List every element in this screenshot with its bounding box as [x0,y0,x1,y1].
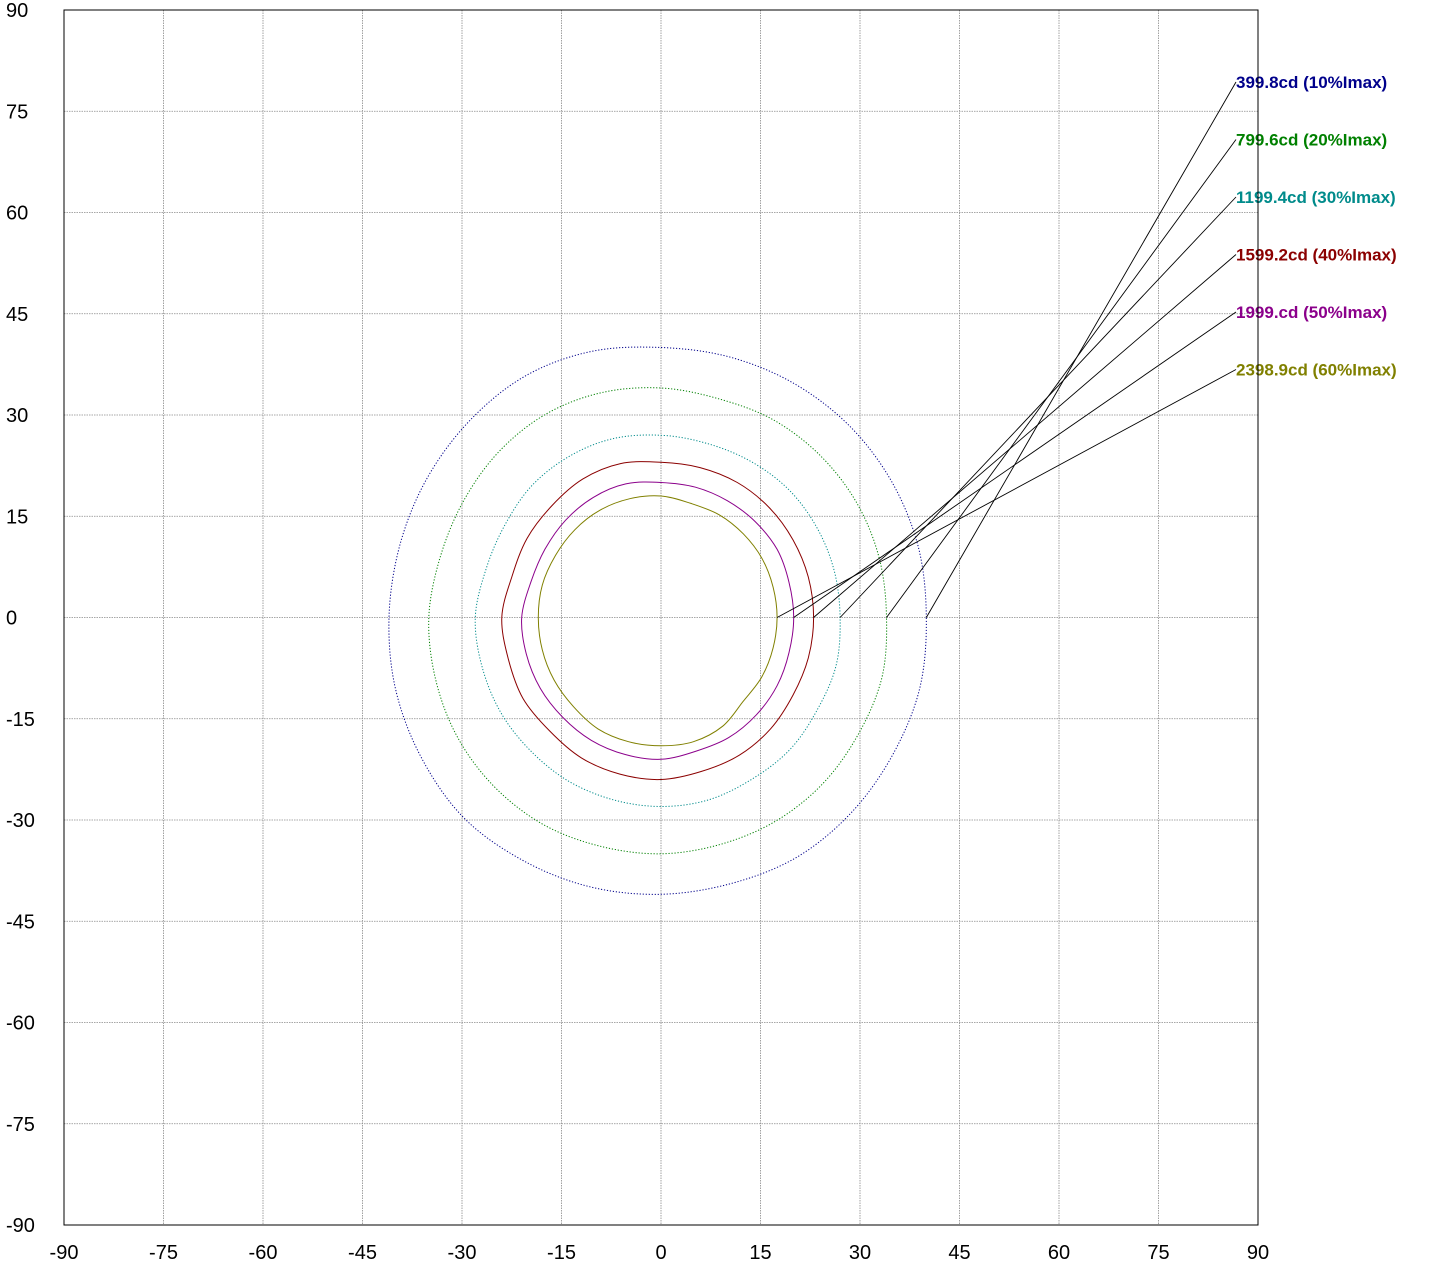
legend-label: 399.8cd (10%Imax) [1236,73,1387,92]
y-tick-label: 75 [6,101,28,123]
y-tick-label: 90 [6,0,28,22]
y-tick-label: -30 [6,810,35,832]
y-tick-label: -45 [6,911,35,933]
x-tick-label: -15 [547,1242,576,1264]
x-tick-label: 0 [655,1242,666,1264]
x-tick-label: 45 [948,1242,970,1264]
legend-label: 1599.2cd (40%Imax) [1236,246,1397,265]
y-tick-label: 45 [6,304,28,326]
x-tick-label: -75 [149,1242,178,1264]
x-tick-label: 75 [1147,1242,1169,1264]
legend-label: 799.6cd (20%Imax) [1236,131,1387,150]
x-tick-label: 30 [849,1242,871,1264]
y-tick-label: -15 [6,709,35,731]
y-tick-label: -75 [6,1114,35,1136]
x-tick-label: 90 [1247,1242,1269,1264]
y-tick-label: -60 [6,1013,35,1035]
x-tick-label: 60 [1048,1242,1070,1264]
x-tick-label: -45 [348,1242,377,1264]
legend-label: 1199.4cd (30%Imax) [1236,188,1396,207]
x-tick-label: -30 [448,1242,477,1264]
y-tick-label: 15 [6,506,28,528]
x-tick-label: -90 [50,1242,79,1264]
y-tick-label: 60 [6,203,28,225]
y-tick-label: 0 [6,608,17,630]
legend-label: 1999.cd (50%Imax) [1236,303,1387,322]
x-tick-label: -60 [249,1242,278,1264]
legend-label: 2398.9cd (60%Imax) [1236,361,1397,380]
y-tick-label: -90 [6,1215,35,1237]
x-tick-label: 15 [749,1242,771,1264]
y-tick-label: 30 [6,405,28,427]
